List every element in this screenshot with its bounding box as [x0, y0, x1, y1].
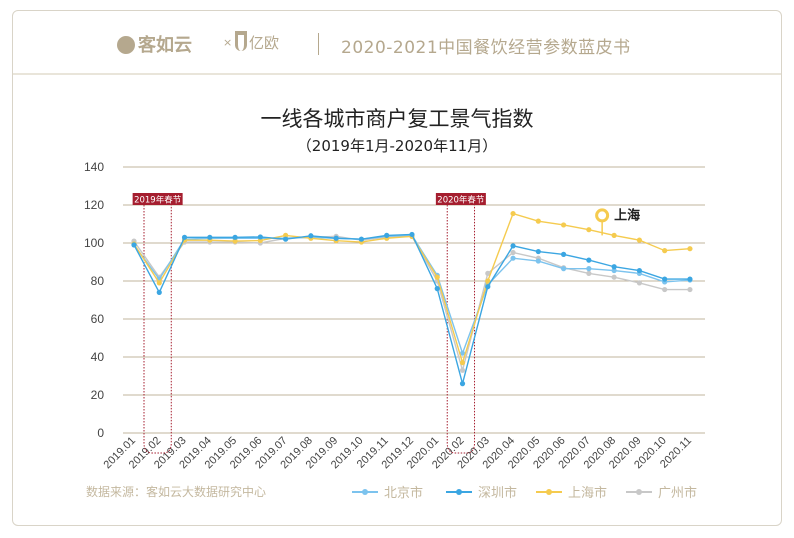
data-point-shenzhen: [181, 234, 188, 240]
data-point-guangzhou: [485, 270, 491, 276]
data-point-shanghai: [611, 232, 617, 238]
y-tick-label: 40: [91, 350, 105, 364]
y-tick-label: 60: [91, 312, 105, 326]
y-tick-label: 120: [84, 198, 104, 212]
data-point-shenzhen: [687, 276, 693, 282]
report-title: 2020-2021中国餐饮经营参数蓝皮书: [341, 38, 631, 58]
data-point-beijing: [560, 266, 567, 272]
y-tick-label: 100: [84, 236, 104, 250]
data-point-shanghai: [434, 274, 440, 280]
data-point-shenzhen: [156, 289, 162, 295]
data-point-shenzhen: [662, 276, 668, 282]
report-header: 客如云 × 亿欧 2020-2021中国餐饮经营参数蓝皮书: [13, 11, 781, 75]
data-point-shenzhen: [586, 257, 592, 263]
data-point-shanghai: [156, 280, 162, 286]
data-point-shenzhen: [333, 235, 339, 241]
data-source: 数据来源：客如云大数据研究中心: [86, 485, 267, 499]
data-point-shanghai: [535, 218, 541, 224]
data-point-guangzhou: [459, 367, 466, 373]
data-point-shenzhen: [636, 267, 643, 274]
y-tick-label: 140: [84, 160, 104, 174]
legend-shanghai: 上海市: [536, 482, 607, 501]
data-point-shenzhen: [560, 251, 567, 257]
legend-label: 北京市: [384, 486, 424, 501]
data-point-shenzhen: [510, 243, 516, 249]
legend-beijing: 北京市: [352, 482, 423, 501]
location-pin-icon: [595, 208, 610, 223]
data-point-shenzhen: [283, 236, 289, 242]
spring-festival-bracket: [446, 205, 476, 454]
series-line-beijing: [133, 234, 690, 356]
y-tick-label: 20: [91, 388, 105, 402]
data-point-beijing: [586, 266, 592, 272]
data-point-beijing: [535, 258, 541, 264]
report-card: 客如云 × 亿欧 2020-2021中国餐饮经营参数蓝皮书 一线各城市商户复工景…: [12, 10, 782, 526]
data-point-guangzhou: [662, 286, 668, 293]
brand-keruyun: 客如云: [138, 35, 192, 56]
keruyun-logo: 客如云: [117, 31, 192, 57]
data-point-shanghai: [232, 238, 238, 244]
legend-label: 深圳市: [478, 486, 518, 501]
data-point-shanghai: [459, 360, 466, 366]
data-point-shanghai: [662, 248, 668, 254]
data-point-shanghai: [586, 227, 592, 233]
legend-shenzhen: 深圳市: [446, 482, 517, 501]
chart-subtitle: （2019年1月-2020年11月）: [296, 137, 498, 155]
data-point-shanghai: [687, 246, 693, 252]
data-point-shenzhen: [207, 234, 213, 240]
iyiou-logo: 亿欧: [235, 31, 279, 53]
series-line-shenzhen: [133, 233, 690, 387]
data-point-shenzhen: [485, 284, 491, 290]
iyiou-icon: [235, 31, 247, 51]
data-point-shenzhen: [535, 248, 541, 255]
times-sign: ×: [223, 36, 233, 49]
legend-guangzhou: 广州市: [626, 482, 697, 501]
y-tick-label: 80: [91, 274, 105, 288]
data-point-shenzhen: [384, 232, 390, 238]
data-point-shenzhen: [308, 233, 314, 239]
data-point-guangzhou: [611, 274, 617, 280]
data-point-shanghai: [257, 237, 263, 244]
data-point-guangzhou: [687, 286, 693, 293]
annotation-label-shanghai: 上海: [614, 207, 640, 223]
data-point-guangzhou: [636, 280, 643, 286]
series-line-guangzhou: [133, 235, 690, 373]
data-point-shanghai: [636, 237, 643, 243]
y-tick-label: 0: [97, 426, 104, 440]
legend-label: 上海市: [568, 486, 608, 501]
data-point-shanghai: [485, 278, 491, 284]
data-point-shenzhen: [257, 234, 263, 240]
data-point-shenzhen: [131, 242, 137, 248]
keruyun-icon: [117, 36, 135, 54]
data-point-guangzhou: [586, 270, 592, 276]
spring-festival-label-bg: [132, 193, 183, 205]
chart-title: 一线各城市商户复工景气指数: [260, 107, 534, 131]
data-point-beijing: [611, 267, 617, 274]
data-point-shenzhen: [358, 236, 365, 242]
data-point-shanghai: [283, 232, 289, 238]
data-point-shenzhen: [459, 381, 466, 387]
data-point-shanghai: [510, 210, 516, 217]
spring-festival-label: 2020年春节: [437, 195, 485, 206]
brand-iyiou: 亿欧: [249, 34, 280, 52]
spring-festival-label-bg: [435, 193, 486, 205]
spring-festival-label: 2019年春节: [134, 195, 182, 206]
header-divider: [318, 33, 319, 55]
spring-festival-bracket: [143, 205, 172, 454]
data-point-shanghai: [560, 222, 567, 228]
data-point-shenzhen: [434, 286, 440, 292]
data-point-shenzhen: [611, 264, 617, 270]
data-point-shenzhen: [409, 231, 415, 238]
data-point-shenzhen: [232, 234, 238, 240]
data-point-beijing: [459, 350, 466, 356]
data-point-beijing: [510, 255, 516, 261]
data-point-guangzhou: [510, 249, 516, 256]
legend-label: 广州市: [658, 486, 698, 501]
